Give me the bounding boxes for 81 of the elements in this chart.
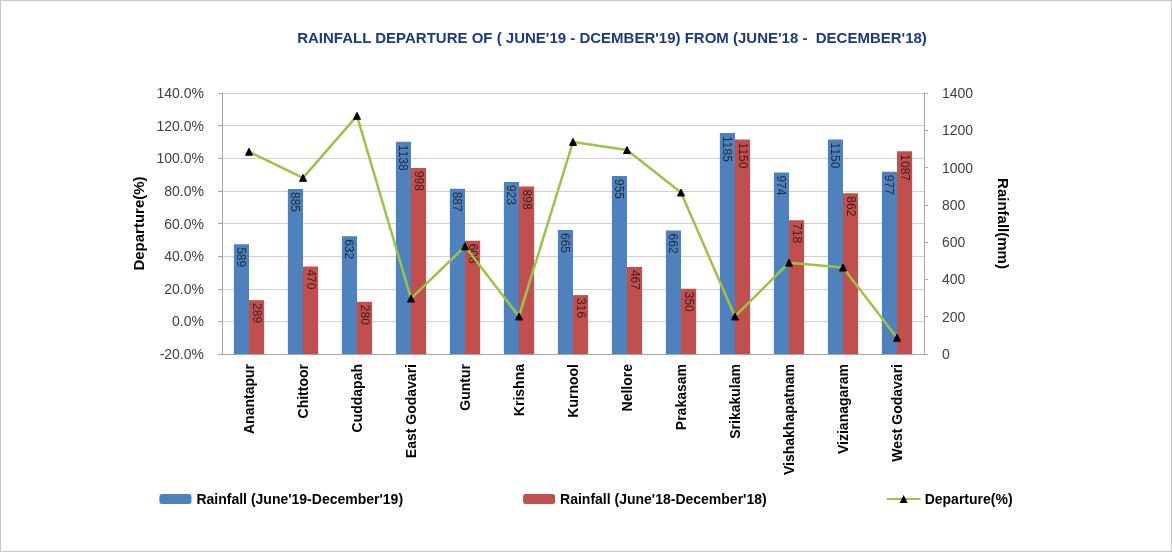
data-label: 923: [504, 184, 519, 206]
bar: [449, 188, 465, 354]
y-tick-label: 80.0%: [164, 182, 204, 199]
x-tick-label: Guntur: [457, 363, 473, 411]
legend-label: Rainfall (June'19-December'19): [196, 491, 404, 507]
x-tick-label: Prakasam: [673, 364, 689, 431]
y-tick-label: 100.0%: [156, 150, 204, 167]
data-label: 1087: [897, 154, 912, 182]
data-label: 632: [342, 239, 357, 260]
bar: [897, 151, 913, 354]
bar: [627, 266, 643, 354]
x-tick-label: Krishna: [511, 363, 527, 417]
data-label: 718: [789, 223, 804, 244]
data-label: 289: [249, 303, 264, 324]
y-tick-label: -20.0%: [159, 346, 204, 362]
bar: [287, 189, 303, 354]
y2-tick-label: 0: [942, 346, 950, 362]
x-tick-label: Anantapur: [241, 363, 257, 434]
data-label: 862: [843, 196, 858, 217]
y-tick-label: 20.0%: [164, 280, 204, 297]
y-axis-title: Departure(%): [129, 176, 147, 271]
legend-label: Departure(%): [924, 491, 1013, 507]
y2-tick-label: 1000: [942, 159, 974, 176]
x-tick-label: West Godavari: [889, 364, 905, 462]
bar: [233, 244, 249, 354]
bar: [735, 139, 751, 354]
x-tick-label: Srikakulam: [727, 364, 743, 439]
x-tick-label: Cuddapah: [349, 364, 365, 433]
bar: [881, 171, 897, 354]
data-label: 665: [558, 233, 573, 254]
data-label: 977: [882, 174, 897, 196]
bar: [773, 172, 789, 354]
data-label: 1138: [396, 144, 411, 171]
data-label: 974: [774, 175, 789, 196]
y2-tick-label: 1400: [942, 85, 974, 101]
y-tick-label: 60.0%: [164, 215, 204, 232]
x-tick-label: East Godavari: [403, 364, 419, 459]
data-label: 589: [234, 247, 249, 268]
data-label: 280: [357, 304, 372, 326]
bar: [843, 193, 859, 354]
data-label: 470: [303, 269, 318, 290]
y2-tick-label: 600: [942, 234, 966, 251]
bar: [827, 139, 843, 354]
data-label: 350: [681, 291, 696, 313]
data-label: 898: [519, 189, 534, 210]
y2-axis-title: Rainfall(mm): [995, 178, 1012, 269]
y2-tick-label: 200: [942, 308, 966, 325]
data-label: 1185: [720, 136, 735, 163]
bar: [395, 141, 411, 354]
data-label: 467: [627, 269, 642, 291]
bar: [611, 175, 627, 354]
bar: [503, 181, 519, 354]
bar: [665, 230, 681, 354]
data-label: 1150: [735, 142, 750, 169]
data-label: 316: [573, 298, 588, 319]
chart-title: RAINFALL DEPARTURE OF ( JUNE'19 - DCEMBER'19) FROM (JUNE'18 - DECEMBER'18): [297, 29, 927, 46]
x-tick-label: Kurnool: [565, 364, 581, 418]
y-tick-label: 120.0%: [156, 117, 204, 134]
bar: [341, 236, 357, 354]
x-tick-label: Vizianagaram: [835, 364, 851, 455]
x-tick-label: Nellore: [619, 363, 635, 412]
bar: [557, 230, 573, 354]
bar: [789, 220, 805, 354]
data-label: 885: [288, 192, 303, 213]
y2-tick-label: 1200: [942, 122, 974, 139]
data-label: 998: [411, 170, 426, 192]
y-tick-label: 0.0%: [172, 313, 204, 330]
data-label: 955: [612, 178, 627, 200]
y-tick-label: 140.0%: [156, 85, 204, 101]
x-tick-label: Vishakhapatnam: [781, 364, 797, 476]
legend-label: Rainfall (June'18-December'18): [560, 491, 767, 507]
data-label: 887: [450, 191, 465, 212]
data-label: 1150: [828, 142, 843, 169]
y-tick-label: 40.0%: [164, 248, 204, 265]
y2-tick-label: 400: [942, 271, 966, 288]
y2-tick-label: 800: [942, 196, 966, 213]
data-label: 662: [666, 233, 681, 254]
bar: [303, 266, 319, 354]
bar: [719, 133, 735, 354]
bar: [411, 167, 427, 354]
x-tick-label: Chittoor: [295, 363, 311, 419]
